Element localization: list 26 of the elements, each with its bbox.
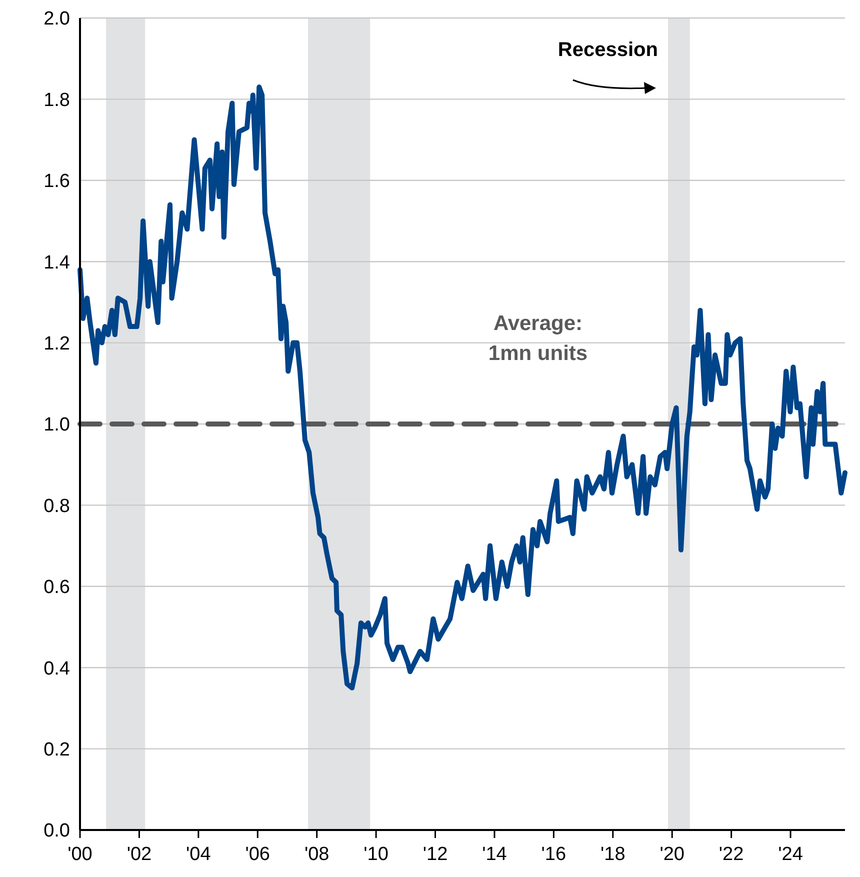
x-tick-label: '20 [660,844,684,865]
x-tick-label: '18 [600,844,626,865]
y-tick-label: 0.8 [44,496,70,517]
x-tick-label: '00 [68,844,92,865]
y-tick-label: 0.6 [44,577,70,598]
x-tick-label: '16 [541,844,566,865]
x-tick-label: '24 [778,844,804,865]
y-tick-label: 1.4 [44,252,70,274]
y-tick-label: 1.2 [44,333,70,354]
x-tick-label: '12 [422,844,448,865]
x-tick-label: '14 [482,844,508,865]
x-tick-label: '08 [304,844,330,865]
y-tick-label: 0.0 [44,820,70,842]
y-tick-label: 1.8 [44,90,70,111]
y-tick-label: 1.0 [44,414,70,436]
band-label: Recession [558,39,658,61]
ref-line-label: Average: 1mn units [488,312,588,365]
y-tick-label: 0.2 [44,739,70,760]
x-tick-label: '04 [186,844,212,865]
y-tick-label: 2.0 [44,8,70,30]
x-tick-label: '06 [245,844,270,865]
y-tick-label: 0.4 [44,658,70,680]
x-tick-label: '22 [718,844,744,865]
x-tick-label: '10 [364,844,388,865]
y-tick-label: 1.6 [44,171,70,192]
x-tick-label: '02 [126,844,152,865]
